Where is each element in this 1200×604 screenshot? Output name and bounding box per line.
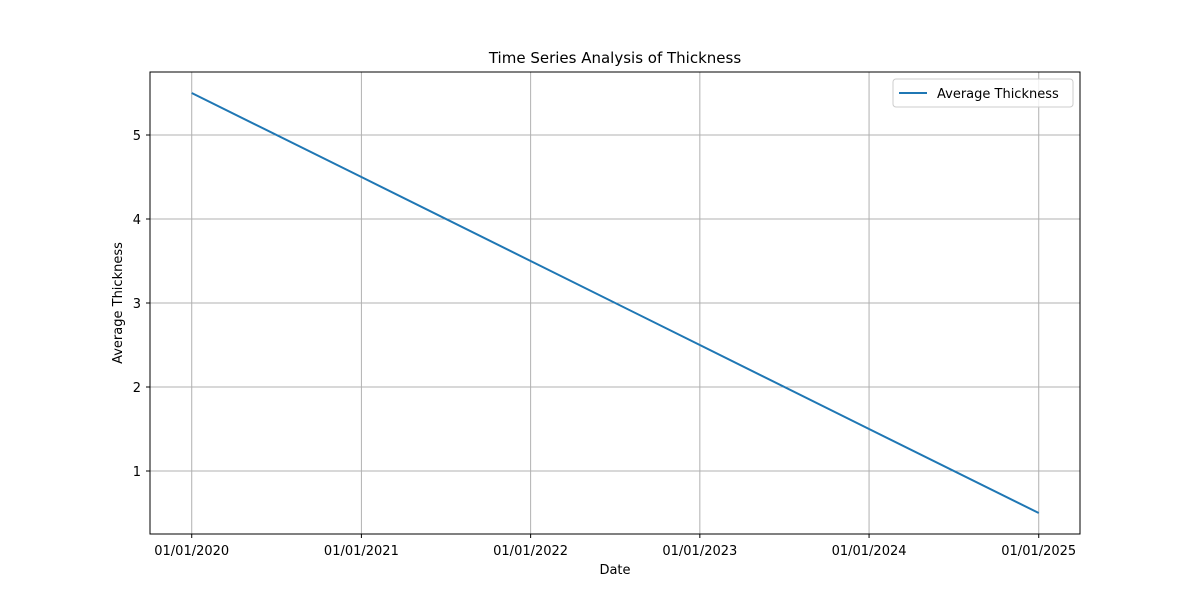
y-tick-label: 5 [133, 129, 141, 144]
x-axis-label: Date [599, 563, 630, 578]
x-tick-label: 01/01/2021 [324, 544, 399, 559]
x-tick-label: 01/01/2020 [154, 544, 229, 559]
x-tick-label: 01/01/2023 [662, 544, 737, 559]
legend-label: Average Thickness [937, 87, 1059, 102]
x-tick-label: 01/01/2024 [832, 544, 907, 559]
x-tick-label: 01/01/2022 [493, 544, 568, 559]
x-axis-ticks: 01/01/2020 01/01/2021 01/01/2022 01/01/2023… [154, 534, 1076, 559]
chart-title: Time Series Analysis of Thickness [488, 49, 741, 67]
y-axis-label: Average Thickness [111, 242, 126, 364]
y-tick-label: 4 [133, 213, 141, 228]
y-tick-label: 3 [133, 297, 141, 312]
legend: Average Thickness [893, 79, 1073, 107]
y-axis-ticks: 1 2 3 4 5 [133, 129, 150, 480]
y-tick-label: 1 [133, 465, 141, 480]
x-tick-label: 01/01/2025 [1001, 544, 1076, 559]
y-tick-label: 2 [133, 381, 141, 396]
